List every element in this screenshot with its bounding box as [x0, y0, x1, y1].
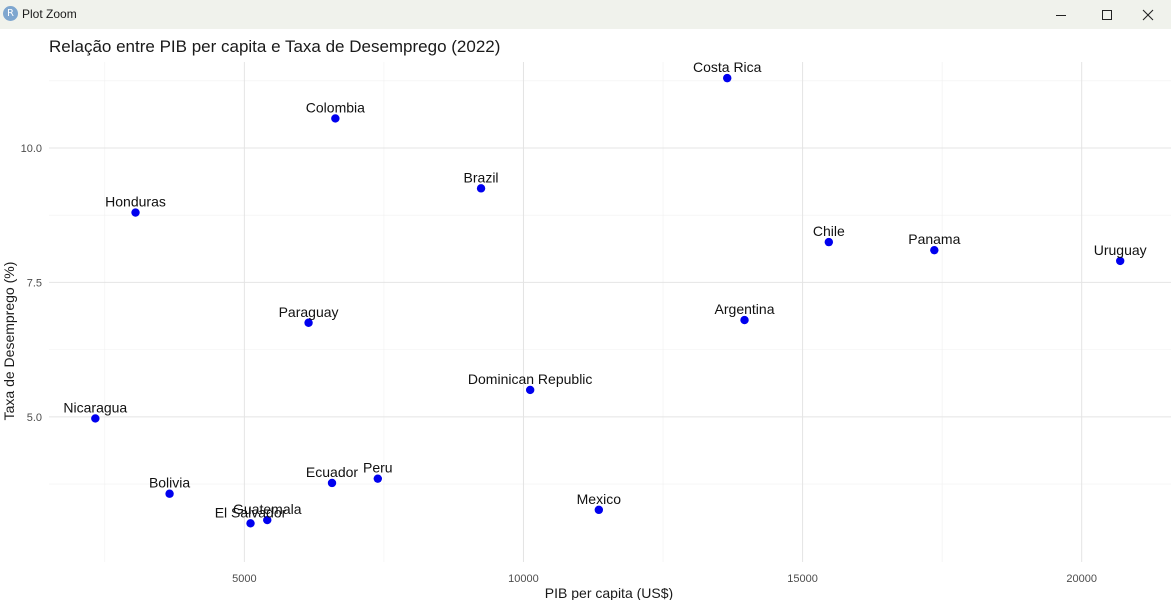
data-point [476, 184, 486, 193]
data-point [740, 315, 749, 325]
grid-lines [49, 62, 1171, 562]
plot-area: Relação entre PIB per capita e Taxa de D… [0, 29, 1171, 601]
chart-title: Relação entre PIB per capita e Taxa de D… [49, 37, 500, 56]
data-point [304, 318, 313, 327]
window-titlebar: R Plot Zoom [0, 0, 1171, 29]
point-label: Paraguay [279, 304, 339, 320]
point-label: Bolivia [149, 475, 190, 491]
point-label: Peru [363, 460, 393, 476]
point-label: Argentina [715, 301, 775, 317]
point-label: Honduras [105, 194, 166, 210]
data-point [91, 414, 100, 423]
point-label: Dominican Republic [468, 371, 593, 387]
point-label: Guatemala [233, 501, 302, 517]
data-point [373, 474, 382, 483]
point-label: Mexico [577, 491, 622, 507]
data-point [723, 73, 732, 83]
r-logo-icon: R [3, 6, 18, 21]
y-tick-label: 10.0 [21, 143, 42, 155]
axis-ticks: 5000 10000 15000 20000 5.0 7.5 10.0 [21, 143, 1097, 585]
point-label: El Salvador [215, 504, 287, 520]
point-label: Panama [908, 231, 960, 247]
data-point [165, 489, 174, 498]
data-point [246, 519, 255, 528]
data-point [263, 515, 272, 525]
point-label: Costa Rica [693, 59, 762, 75]
point-labels: Costa Rica Colombia Brazil Honduras Chile Pan… [63, 59, 1146, 520]
point-label: Brazil [464, 169, 499, 185]
maximize-icon [1102, 9, 1112, 20]
data-point [930, 245, 939, 255]
x-tick-label: 15000 [787, 573, 818, 585]
x-tick-label: 5000 [232, 573, 256, 585]
window-title: Plot Zoom [22, 7, 77, 21]
data-point [525, 385, 535, 395]
data-point [824, 237, 834, 247]
y-tick-label: 7.5 [27, 277, 42, 289]
point-label: Colombia [306, 99, 365, 115]
close-button[interactable] [1125, 0, 1171, 29]
data-point [131, 208, 140, 217]
data-points [91, 73, 1125, 528]
data-point [331, 114, 340, 123]
scatter-chart: Relação entre PIB per capita e Taxa de D… [1, 37, 1171, 601]
x-tick-label: 20000 [1066, 573, 1097, 585]
point-label: Ecuador [306, 464, 358, 480]
close-icon [1142, 9, 1154, 20]
maximize-button[interactable] [1084, 0, 1130, 29]
x-axis-label: PIB per capita (US$) [545, 585, 673, 600]
data-point [327, 478, 337, 488]
y-tick-label: 5.0 [27, 412, 42, 424]
data-point [1116, 256, 1125, 266]
point-label: Nicaragua [63, 399, 127, 415]
minimize-icon [1056, 14, 1066, 16]
y-axis-label: Taxa de Desemprego (%) [1, 262, 17, 421]
point-label: Uruguay [1094, 242, 1147, 258]
minimize-button[interactable] [1038, 0, 1084, 29]
data-point [594, 505, 604, 515]
point-label: Chile [813, 223, 845, 239]
x-tick-label: 10000 [508, 573, 539, 585]
